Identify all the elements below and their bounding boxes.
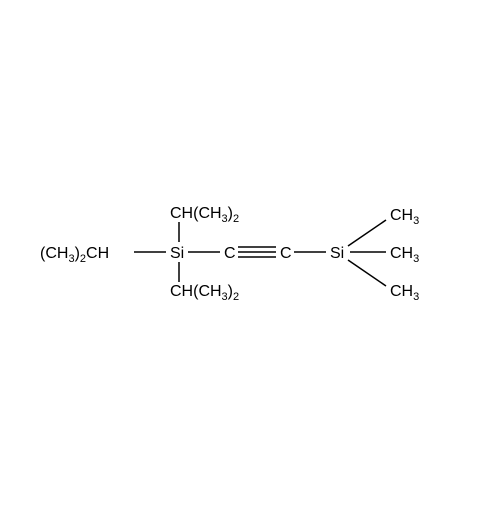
silicon-left-label: Si — [170, 245, 184, 262]
methyl-mid-label: CH3 — [390, 245, 419, 265]
methyl-top-label: CH3 — [390, 207, 419, 227]
top-isopropyl-label: CH(CH3)2 — [170, 205, 239, 225]
chemical-structure-diagram: CH(CH3)2 (CH3)2CH Si C C Si CH3 CH3 CH3 … — [0, 0, 500, 500]
left-isopropyl-label: (CH3)2CH — [40, 245, 109, 265]
carbon-left-label: C — [224, 245, 236, 262]
silicon-right-label: Si — [330, 245, 344, 262]
methyl-bottom-label: CH3 — [390, 283, 419, 303]
carbon-right-label: C — [280, 245, 292, 262]
bottom-isopropyl-label: CH(CH3)2 — [170, 283, 239, 303]
